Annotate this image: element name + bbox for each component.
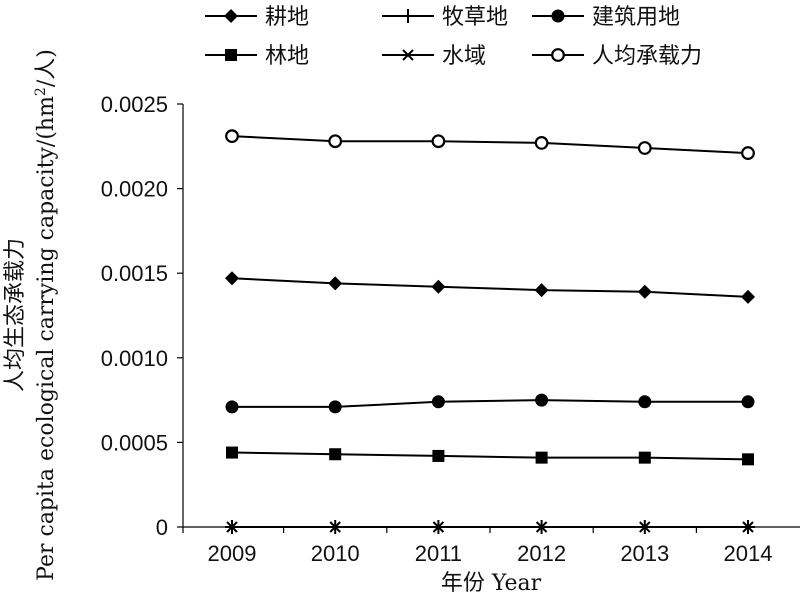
- series-open-circle-point: [741, 146, 755, 160]
- series-open-circle-point: [225, 129, 239, 144]
- series-diamond-line: [231, 277, 749, 298]
- series-diamond-point: [328, 276, 343, 291]
- series-x-point: [639, 521, 651, 533]
- x-tick-label: 2013: [620, 541, 669, 566]
- legend-swatch-marker: [401, 9, 415, 23]
- series-diamond-point: [534, 283, 549, 298]
- x-ticks: 2009 2010 2011 2012 2013 2014: [182, 527, 773, 566]
- y-axis-title-en-prefix: Per capita ecological carrying capacity/…: [34, 96, 59, 581]
- legend-label: 人均承载力: [592, 44, 702, 69]
- series-open-circle-point: [534, 136, 549, 150]
- legend-item: 牧草地: [382, 5, 508, 30]
- legend-label: 水域: [442, 44, 486, 69]
- series-square-point: [742, 453, 754, 466]
- y-tick-label: 0.0005: [101, 430, 168, 455]
- y-tick-label: 0.0015: [101, 261, 168, 286]
- series-filled-circle-line: [232, 399, 748, 408]
- series-square: [226, 446, 754, 466]
- y-ticks: 0 0.0005 0.0010 0.0015 0.0020 0.0025: [101, 92, 183, 540]
- legend-label: 林地: [265, 44, 309, 69]
- series-diamond-point: [741, 289, 755, 304]
- legend-swatch-marker: [551, 9, 565, 23]
- series-filled-circle-point: [535, 393, 549, 407]
- series-square-point: [638, 451, 651, 464]
- series-filled-circle: [225, 393, 755, 414]
- series-open-circle-point: [431, 134, 446, 149]
- series-x-point: [742, 521, 754, 533]
- legend-swatch-marker: [224, 9, 238, 23]
- legend-item: 耕地: [205, 5, 309, 30]
- legend-swatch-marker: [225, 49, 237, 61]
- series-filled-circle-point: [225, 400, 239, 414]
- series-x-point: [535, 521, 548, 533]
- series-open-circle-point: [328, 134, 343, 149]
- x-tick-label: 2010: [311, 541, 360, 566]
- plot-area: [225, 129, 755, 534]
- legend-item: 水域: [382, 44, 486, 69]
- series-filled-circle-point: [741, 395, 755, 409]
- y-axis-title: 人均生态承载力 Per capita ecological carrying c…: [3, 49, 59, 581]
- x-tick-label: 2014: [724, 541, 773, 566]
- legend-label: 建筑用地: [592, 5, 680, 30]
- series-square-point: [329, 448, 342, 461]
- x-tick-label: 2012: [517, 541, 566, 566]
- series-diamond-point: [637, 284, 652, 299]
- series-diamond-point: [431, 279, 446, 294]
- series-square-point: [226, 446, 238, 459]
- series-diamond-point: [225, 271, 239, 286]
- series-open-circle: [225, 129, 755, 160]
- y-tick-label: 0.0025: [101, 92, 168, 117]
- series-square-line: [231, 451, 749, 461]
- y-axis-title-en-sup: 2: [33, 87, 49, 96]
- series-diamond: [225, 271, 755, 304]
- series-x-point: [226, 521, 238, 533]
- y-tick-label: 0.0020: [101, 177, 168, 202]
- series-open-circle-line: [231, 135, 749, 155]
- x-axis-title: 年份 Year: [441, 571, 542, 596]
- axes: 0 0.0005 0.0010 0.0015 0.0020 0.0025 2009 2010…: [101, 92, 800, 566]
- series-x-point: [432, 521, 445, 533]
- y-tick-label: 0: [156, 515, 168, 540]
- y-tick-label: 0.0010: [101, 346, 168, 371]
- x-tick-label: 2011: [415, 541, 462, 566]
- y-axis-title-cn: 人均生态承载力: [3, 238, 28, 392]
- series-filled-circle-point: [431, 395, 445, 409]
- legend-item: 建筑用地: [532, 5, 680, 30]
- legend-item: 林地: [205, 44, 309, 69]
- series-filled-circle-point: [638, 395, 652, 409]
- legend-item: 人均承载力: [532, 44, 702, 69]
- legend-swatch-marker: [402, 49, 414, 61]
- series-square-point: [535, 451, 548, 464]
- legend-swatch-marker: [551, 48, 565, 62]
- y-axis-title-en-suffix: /人): [34, 49, 59, 87]
- legend-label: 牧草地: [442, 5, 508, 30]
- series-filled-circle-point: [328, 400, 342, 414]
- legend-label: 耕地: [265, 5, 309, 30]
- x-tick-label: 2009: [208, 541, 257, 566]
- y-axis-title-en: Per capita ecological carrying capacity/…: [33, 49, 59, 581]
- series-x-point: [329, 521, 341, 533]
- series-x: [226, 521, 754, 533]
- series-open-circle-point: [637, 141, 652, 155]
- series-square-point: [432, 449, 445, 462]
